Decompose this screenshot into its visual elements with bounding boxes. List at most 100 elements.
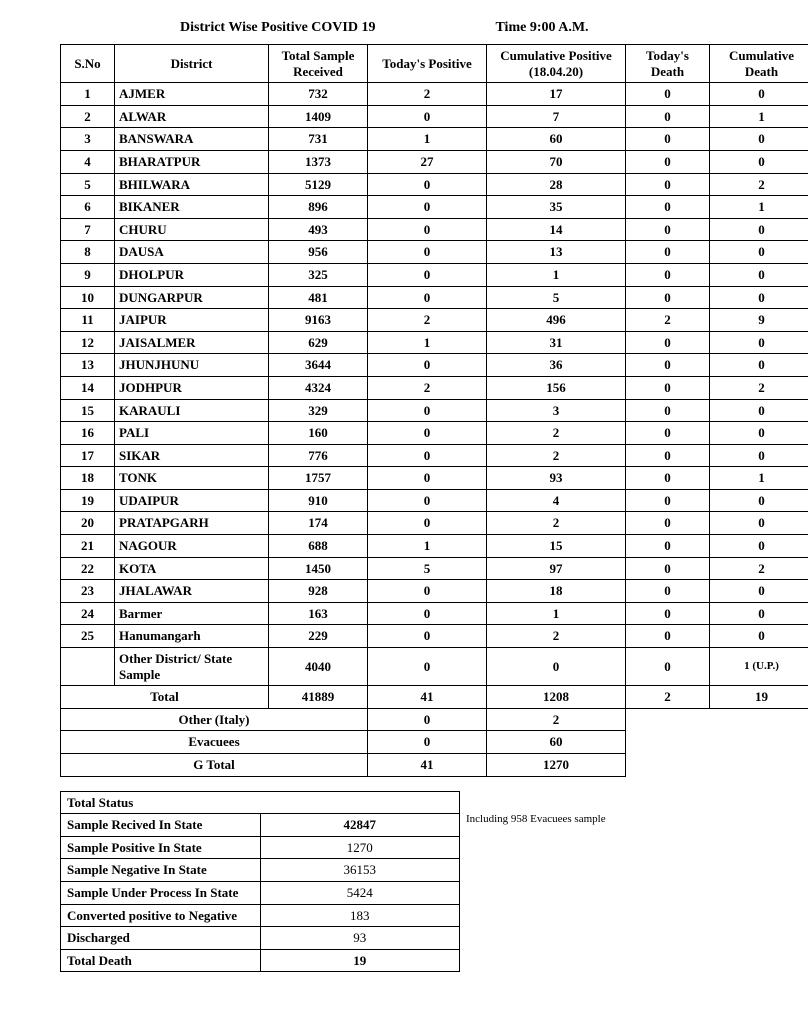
cell-sno: 1 xyxy=(61,83,115,106)
cell-tdeath: 0 xyxy=(626,467,710,490)
table-row: 6BIKANER89603501 xyxy=(61,196,808,219)
cell-cum: 2 xyxy=(487,512,626,535)
cell-today: 0 xyxy=(368,241,487,264)
cell-cum: 0 xyxy=(487,648,626,686)
table-row: 12JAISALMER62913100 xyxy=(61,331,808,354)
table-row: 4BHARATPUR1373277000 xyxy=(61,150,808,173)
cell-sno: 16 xyxy=(61,422,115,445)
cell-cdeath: 1 (U.P.) xyxy=(710,648,808,686)
table-row: 11JAIPUR9163249629 xyxy=(61,309,808,332)
status-row: Sample Under Process In State5424 xyxy=(61,881,460,904)
cell-sample: 9163 xyxy=(269,309,368,332)
cell-today: 1 xyxy=(368,535,487,558)
cell-sample: 329 xyxy=(269,399,368,422)
cell-sample: 3644 xyxy=(269,354,368,377)
cell-district: UDAIPUR xyxy=(115,489,269,512)
cell-cum: 93 xyxy=(487,467,626,490)
cell-cum: 156 xyxy=(487,376,626,399)
cell-cum: 1270 xyxy=(487,754,626,777)
cell-today: 0 xyxy=(368,173,487,196)
cell-today: 0 xyxy=(368,708,487,731)
cell-cum: 4 xyxy=(487,489,626,512)
cell-tdeath: 0 xyxy=(626,218,710,241)
cell-tdeath: 0 xyxy=(626,354,710,377)
time-label: Time 9:00 A.M. xyxy=(375,20,588,36)
cell-sample: 896 xyxy=(269,196,368,219)
cell-cum: 31 xyxy=(487,331,626,354)
cell-district: Barmer xyxy=(115,602,269,625)
cell-today: 41 xyxy=(368,754,487,777)
cell-cdeath: 1 xyxy=(710,467,808,490)
cell-district: JHALAWAR xyxy=(115,580,269,603)
table-row: 25Hanumangarh2290200 xyxy=(61,625,808,648)
cell-sample: 493 xyxy=(269,218,368,241)
col-cdeath: Cumulative Death xyxy=(710,45,808,83)
cell-sno: 14 xyxy=(61,376,115,399)
cell-tdeath: 0 xyxy=(626,150,710,173)
cell-sno: 11 xyxy=(61,309,115,332)
cell-tdeath: 0 xyxy=(626,83,710,106)
cell-cum: 1208 xyxy=(487,686,626,709)
cell-cum: 2 xyxy=(487,708,626,731)
cell-tdeath: 0 xyxy=(626,602,710,625)
cell-tdeath: 0 xyxy=(626,105,710,128)
cell-tdeath: 2 xyxy=(626,686,710,709)
other-italy-row: Other (Italy) 0 2 xyxy=(61,708,808,731)
cell-sno: 17 xyxy=(61,444,115,467)
cell-sno: 13 xyxy=(61,354,115,377)
cell-today: 0 xyxy=(368,602,487,625)
cell-cdeath: 0 xyxy=(710,535,808,558)
cell-label: Evacuees xyxy=(61,731,368,754)
cell-tdeath: 0 xyxy=(626,625,710,648)
cell-cdeath: 0 xyxy=(710,354,808,377)
cell-sno: 19 xyxy=(61,489,115,512)
cell-today: 0 xyxy=(368,196,487,219)
cell-sample: 5129 xyxy=(269,173,368,196)
cell-cdeath: 0 xyxy=(710,422,808,445)
cell-cdeath: 0 xyxy=(710,241,808,264)
col-today: Today's Positive xyxy=(368,45,487,83)
status-label: Converted positive to Negative xyxy=(61,904,261,927)
cell-cum: 60 xyxy=(487,128,626,151)
table-row: 17SIKAR7760200 xyxy=(61,444,808,467)
cell-district: JAISALMER xyxy=(115,331,269,354)
status-value: 19 xyxy=(260,949,460,972)
status-row: Sample Positive In State1270 xyxy=(61,836,460,859)
cell-today: 41 xyxy=(368,686,487,709)
cell-sno: 20 xyxy=(61,512,115,535)
cell-label: Other (Italy) xyxy=(61,708,368,731)
cell-cdeath: 0 xyxy=(710,286,808,309)
status-value: 42847 xyxy=(260,814,460,837)
cell-sno: 15 xyxy=(61,399,115,422)
cell-tdeath: 0 xyxy=(626,557,710,580)
cell-district: SIKAR xyxy=(115,444,269,467)
cell-district: TONK xyxy=(115,467,269,490)
cell-cdeath: 0 xyxy=(710,580,808,603)
table-row: 18TONK175709301 xyxy=(61,467,808,490)
cell-tdeath: 0 xyxy=(626,196,710,219)
cell-sno: 12 xyxy=(61,331,115,354)
cell-sample: 41889 xyxy=(269,686,368,709)
cell-tdeath: 0 xyxy=(626,399,710,422)
cell-today: 2 xyxy=(368,83,487,106)
cell-today: 1 xyxy=(368,331,487,354)
cell-tdeath: 0 xyxy=(626,173,710,196)
status-label: Discharged xyxy=(61,927,261,950)
status-label: Sample Positive In State xyxy=(61,836,261,859)
cell-today: 0 xyxy=(368,625,487,648)
cell-district: KARAULI xyxy=(115,399,269,422)
cell-cum: 2 xyxy=(487,625,626,648)
cell-sample: 1373 xyxy=(269,150,368,173)
cell-cum: 1 xyxy=(487,263,626,286)
cell-district: BHARATPUR xyxy=(115,150,269,173)
table-row: 3BANSWARA73116000 xyxy=(61,128,808,151)
cell-cdeath: 0 xyxy=(710,512,808,535)
cell-sno: 2 xyxy=(61,105,115,128)
cell-sno: 6 xyxy=(61,196,115,219)
cell-sample: 1757 xyxy=(269,467,368,490)
cell-cdeath: 9 xyxy=(710,309,808,332)
table-row: 22KOTA145059702 xyxy=(61,557,808,580)
cell-cdeath: 0 xyxy=(710,83,808,106)
col-sample: Total Sample Received xyxy=(269,45,368,83)
cell-sample: 910 xyxy=(269,489,368,512)
